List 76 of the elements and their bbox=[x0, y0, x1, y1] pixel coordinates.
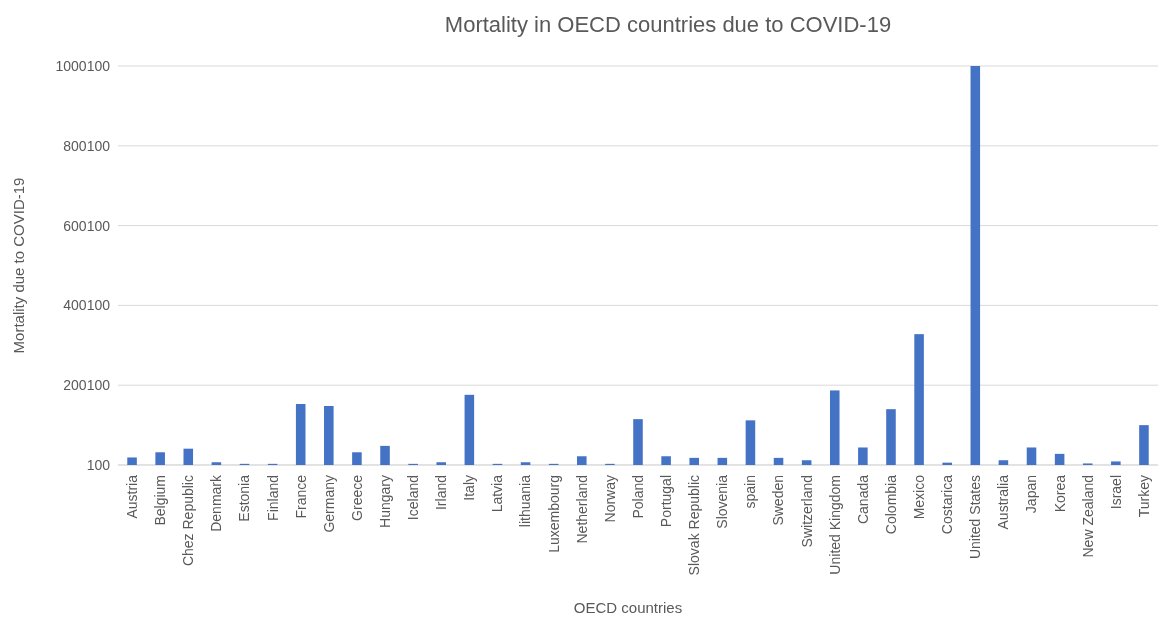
y-axis-title: Mortality due to COVID-19 bbox=[10, 177, 27, 354]
bar bbox=[352, 452, 362, 465]
bar bbox=[436, 462, 447, 465]
x-axis-title: OECD countries bbox=[573, 599, 683, 616]
x-tick-label: Turkey bbox=[1135, 475, 1152, 518]
x-tick-label: Japan bbox=[1023, 475, 1040, 514]
x-tick-label: Canada bbox=[854, 474, 871, 525]
x-tick-label: Austria bbox=[123, 474, 140, 519]
y-tick-label: 400100 bbox=[63, 297, 111, 314]
bar bbox=[914, 334, 924, 465]
x-tick-label: United States bbox=[967, 475, 984, 560]
y-tick-label: 800100 bbox=[63, 137, 111, 154]
bar bbox=[1054, 453, 1065, 465]
bar bbox=[829, 390, 840, 465]
bar bbox=[1111, 461, 1121, 465]
bar bbox=[942, 462, 952, 465]
bar bbox=[183, 448, 194, 465]
x-tick-label: Denmark bbox=[208, 474, 225, 532]
bar bbox=[295, 403, 306, 465]
bar bbox=[717, 457, 728, 465]
x-tick-label: Norway bbox=[601, 475, 618, 523]
bar bbox=[127, 457, 137, 465]
x-tick-label: Irland bbox=[433, 475, 450, 511]
bar bbox=[324, 405, 334, 465]
x-tick-label: Estonia bbox=[236, 474, 253, 522]
x-tick-label: Hungary bbox=[376, 475, 393, 528]
bar bbox=[1026, 447, 1037, 465]
bar bbox=[661, 456, 671, 465]
x-tick-label: Australia bbox=[995, 474, 1012, 530]
bar bbox=[155, 452, 165, 465]
y-tick-label: 600100 bbox=[63, 217, 111, 234]
bar bbox=[886, 409, 896, 465]
bar bbox=[858, 447, 868, 465]
x-tick-label: Sweden bbox=[770, 475, 787, 526]
x-tick-label: United Kingdom bbox=[826, 475, 843, 575]
x-tick-label: spain bbox=[742, 475, 759, 509]
bar bbox=[801, 460, 812, 465]
bar bbox=[211, 462, 222, 465]
x-tick-label: Italy bbox=[461, 475, 478, 501]
bar bbox=[998, 460, 1009, 465]
y-tick-label: 1000100 bbox=[55, 57, 111, 74]
y-tick-label: 200100 bbox=[63, 377, 111, 394]
bar bbox=[1139, 425, 1149, 465]
x-tick-label: Iceland bbox=[405, 475, 422, 521]
x-tick-label: Belgium bbox=[152, 475, 169, 526]
x-tick-label: lithuania bbox=[517, 474, 534, 528]
x-tick-label: Korea bbox=[1051, 474, 1068, 513]
bar bbox=[380, 445, 390, 465]
x-tick-label: Switzerland bbox=[798, 475, 815, 548]
x-tick-label: Costarica bbox=[939, 474, 956, 535]
bar bbox=[520, 462, 531, 465]
x-tick-label: Poland bbox=[629, 475, 646, 519]
bar bbox=[464, 394, 475, 465]
x-tick-label: Netherland bbox=[573, 475, 590, 544]
bar bbox=[689, 457, 699, 465]
x-tick-label: Colombia bbox=[882, 474, 899, 535]
x-tick-label: Slovak Republic bbox=[686, 475, 703, 576]
x-tick-label: Chez Republic bbox=[180, 475, 197, 567]
bar bbox=[970, 66, 981, 465]
y-tick-label: 100 bbox=[86, 456, 111, 473]
bar bbox=[633, 419, 643, 465]
x-tick-label: Luxembourg bbox=[545, 475, 562, 553]
bar bbox=[773, 457, 784, 465]
x-tick-label: France bbox=[292, 474, 309, 519]
bar bbox=[745, 420, 756, 465]
x-tick-label: Greece bbox=[348, 474, 365, 521]
x-tick-label: Slovenia bbox=[714, 474, 731, 529]
x-tick-label: Mexico bbox=[910, 474, 927, 520]
x-tick-label: Germany bbox=[320, 475, 337, 533]
bar bbox=[577, 456, 587, 465]
x-tick-label: Portugal bbox=[658, 475, 675, 528]
x-tick-label: New Zealand bbox=[1079, 475, 1096, 558]
x-tick-label: Latvia bbox=[489, 474, 506, 513]
chart-title: Mortality in OECD countries due to COVID-19 bbox=[444, 12, 892, 37]
x-tick-label: Israel bbox=[1107, 475, 1124, 510]
x-tick-label: Finland bbox=[264, 475, 281, 521]
